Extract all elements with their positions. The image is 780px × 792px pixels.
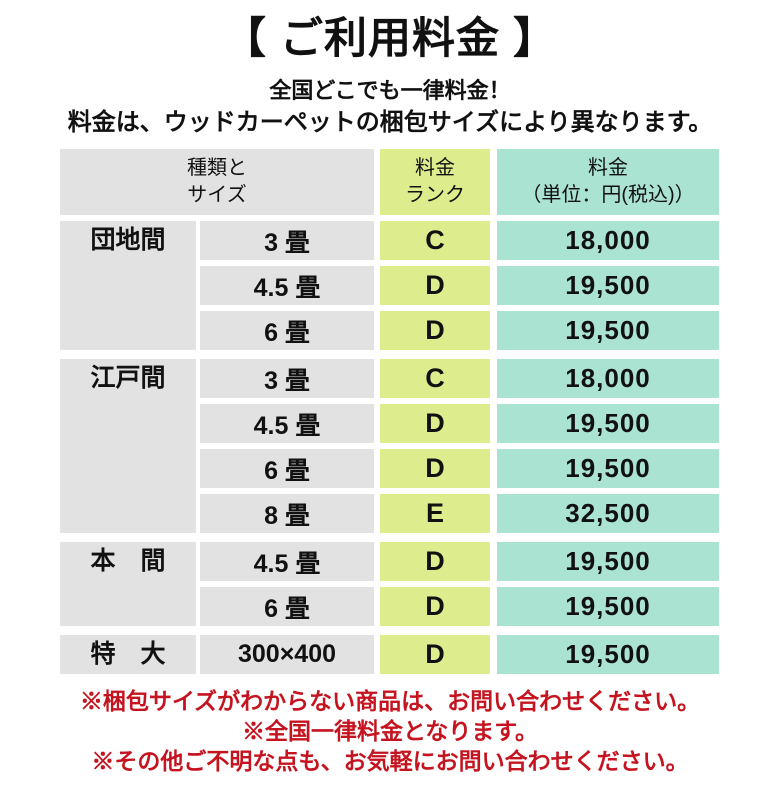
table-row: 8 畳 E 32,500 xyxy=(200,494,719,533)
rank-cell: D xyxy=(380,449,490,488)
header-price: 料金 （単位：円(税込)） xyxy=(497,149,719,215)
size-cell: 3 畳 xyxy=(200,359,374,398)
group-label-cell: 本 間 xyxy=(60,542,196,626)
rank-cell: E xyxy=(380,494,490,533)
table-row: 4.5 畳 D 19,500 xyxy=(200,542,719,581)
header-type-line1: 種類と xyxy=(187,157,247,179)
header-rank-line1: 料金 xyxy=(415,157,455,179)
size-cell: 4.5 畳 xyxy=(200,266,374,305)
size-cell: 4.5 畳 xyxy=(200,404,374,443)
table-row: 6 畳 D 19,500 xyxy=(200,587,719,626)
header-price-line1: 料金 xyxy=(588,157,628,179)
price-table-body: 団地間 3 畳 C 18,000 4.5 畳 D 19,500 6 畳 D 19… xyxy=(60,221,719,674)
header-rank-line2: ランク xyxy=(405,184,465,206)
rank-cell: D xyxy=(380,587,490,626)
table-group: 江戸間 3 畳 C 18,000 4.5 畳 D 19,500 6 畳 D 19… xyxy=(60,359,719,533)
size-cell: 6 畳 xyxy=(200,587,374,626)
table-group: 団地間 3 畳 C 18,000 4.5 畳 D 19,500 6 畳 D 19… xyxy=(60,221,719,350)
fee-info-page: 【 ご利用料金 】 全国どこでも一律料金！ 料金は、ウッドカーペットの梱包サイズ… xyxy=(0,12,780,776)
group-rows: 300×400 D 19,500 xyxy=(200,635,719,674)
page-title: 【 ご利用料金 】 xyxy=(0,12,780,66)
rank-cell: D xyxy=(380,404,490,443)
group-label-cell: 特 大 xyxy=(60,635,196,674)
table-row: 4.5 畳 D 19,500 xyxy=(200,404,719,443)
subtitle-line-2: 料金は、ウッドカーペットの梱包サイズにより異なります。 xyxy=(67,109,713,136)
table-row: 6 畳 D 19,500 xyxy=(200,449,719,488)
table-header-row: 種類と サイズ 料金 ランク 料金 （単位：円(税込)） xyxy=(60,149,719,215)
note-line: ※梱包サイズがわからない商品は、お問い合わせください。 xyxy=(79,688,701,714)
table-row: 3 畳 C 18,000 xyxy=(200,359,719,398)
size-cell: 8 畳 xyxy=(200,494,374,533)
rank-cell: D xyxy=(380,635,490,674)
price-cell: 18,000 xyxy=(497,359,719,398)
note-line: ※全国一律料金となります。 xyxy=(241,718,538,744)
price-table: 種類と サイズ 料金 ランク 料金 （単位：円(税込)） 団地間 3 畳 C 1… xyxy=(60,149,719,674)
price-cell: 19,500 xyxy=(497,404,719,443)
price-cell: 32,500 xyxy=(497,494,719,533)
rank-cell: D xyxy=(380,311,490,350)
size-cell: 300×400 xyxy=(200,635,374,674)
price-cell: 19,500 xyxy=(497,587,719,626)
header-type-size: 種類と サイズ xyxy=(60,149,374,215)
notes: ※梱包サイズがわからない商品は、お問い合わせください。 ※全国一律料金となります。… xyxy=(0,686,780,776)
group-rows: 3 畳 C 18,000 4.5 畳 D 19,500 6 畳 D 19,500… xyxy=(200,359,719,533)
size-cell: 4.5 畳 xyxy=(200,542,374,581)
table-row: 6 畳 D 19,500 xyxy=(200,311,719,350)
table-row: 300×400 D 19,500 xyxy=(200,635,719,674)
table-row: 3 畳 C 18,000 xyxy=(200,221,719,260)
price-cell: 19,500 xyxy=(497,449,719,488)
price-cell: 18,000 xyxy=(497,221,719,260)
group-label-cell: 団地間 xyxy=(60,221,196,350)
price-cell: 19,500 xyxy=(497,266,719,305)
price-cell: 19,500 xyxy=(497,635,719,674)
header-rank: 料金 ランク xyxy=(380,149,490,215)
group-rows: 4.5 畳 D 19,500 6 畳 D 19,500 xyxy=(200,542,719,626)
price-cell: 19,500 xyxy=(497,542,719,581)
subtitle-line-1: 全国どこでも一律料金！ xyxy=(269,78,511,103)
rank-cell: C xyxy=(380,359,490,398)
rank-cell: D xyxy=(380,266,490,305)
header-type-line2: サイズ xyxy=(187,184,247,206)
group-rows: 3 畳 C 18,000 4.5 畳 D 19,500 6 畳 D 19,500 xyxy=(200,221,719,350)
table-group: 特 大 300×400 D 19,500 xyxy=(60,635,719,674)
page-title-text: 【 ご利用料金 】 xyxy=(223,15,557,63)
note-line: ※その他ご不明な点も、お気軽にお問い合わせください。 xyxy=(91,748,689,774)
table-row: 4.5 畳 D 19,500 xyxy=(200,266,719,305)
size-cell: 6 畳 xyxy=(200,449,374,488)
size-cell: 3 畳 xyxy=(200,221,374,260)
rank-cell: D xyxy=(380,542,490,581)
group-label-cell: 江戸間 xyxy=(60,359,196,533)
header-price-line2: （単位：円(税込)） xyxy=(521,184,695,206)
price-cell: 19,500 xyxy=(497,311,719,350)
table-group: 本 間 4.5 畳 D 19,500 6 畳 D 19,500 xyxy=(60,542,719,626)
size-cell: 6 畳 xyxy=(200,311,374,350)
rank-cell: C xyxy=(380,221,490,260)
